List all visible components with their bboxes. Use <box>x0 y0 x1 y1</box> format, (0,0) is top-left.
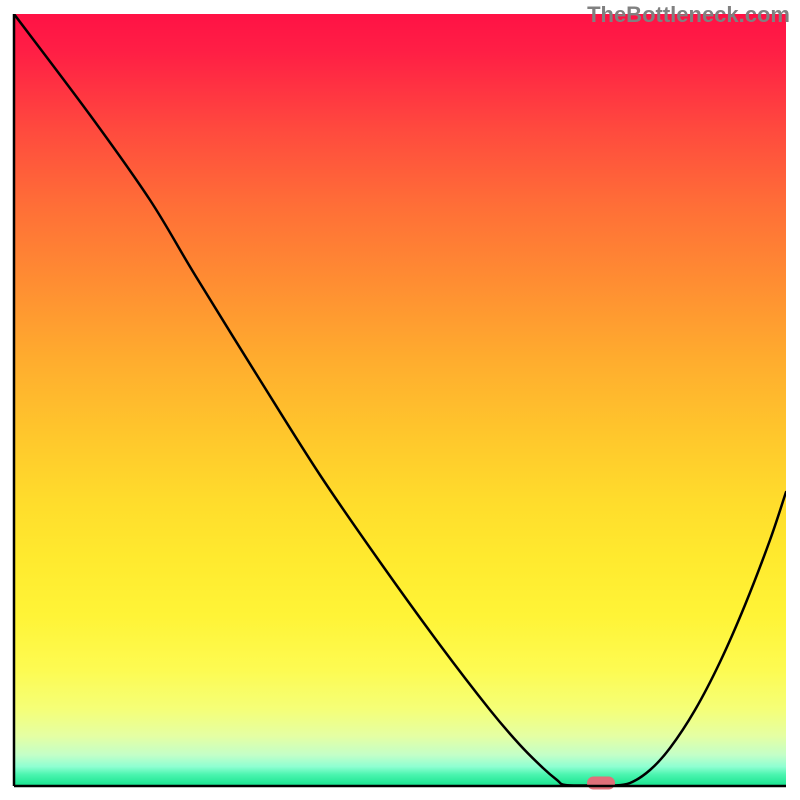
optimal-point-marker <box>587 777 615 790</box>
bottleneck-chart <box>0 0 800 800</box>
watermark-text: TheBottleneck.com <box>587 2 790 28</box>
gradient-background <box>14 14 786 786</box>
chart-container: TheBottleneck.com <box>0 0 800 800</box>
